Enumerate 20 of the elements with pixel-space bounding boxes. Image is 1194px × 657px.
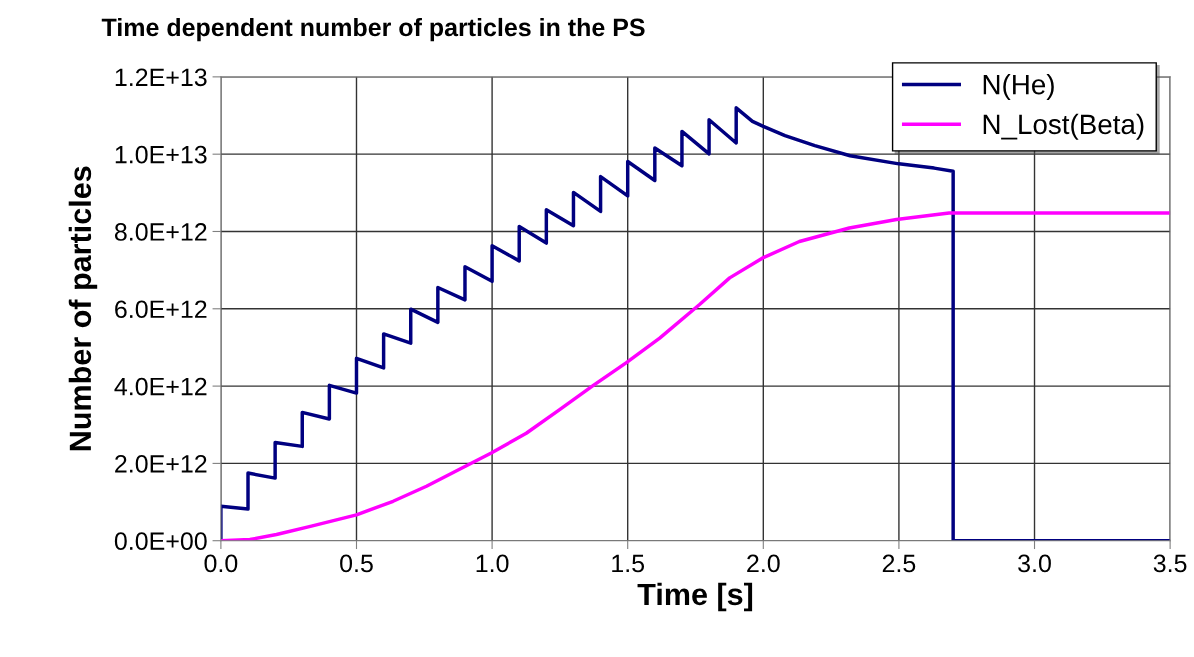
x-tick-label: 2.5: [882, 554, 916, 573]
x-tick-label: 2.0: [747, 554, 780, 573]
y-tick-label: 1.2E+13: [115, 68, 207, 87]
x-tick-label: 3.0: [1018, 554, 1051, 573]
chart-title: Time dependent number of particles in the PS: [101, 17, 645, 42]
legend-label: N_Lost(Beta): [983, 113, 1144, 140]
x-tick-label: 3.5: [1153, 554, 1187, 573]
y-tick-label: 6.0E+12: [115, 300, 207, 319]
x-tick-label: 0.5: [340, 554, 373, 573]
legend-label: N(He): [983, 74, 1054, 100]
y-axis-title: Number of particles: [68, 166, 98, 451]
x-tick-label: 0.0: [204, 554, 238, 573]
y-tick-label: 1.0E+13: [115, 145, 207, 164]
y-tick-label: 0.0E+00: [114, 532, 207, 551]
y-tick-label: 2.0E+12: [115, 455, 207, 473]
x-axis-title: Time [s]: [637, 582, 753, 612]
y-tick-label: 8.0E+12: [114, 223, 207, 241]
x-tick-label: 1.5: [612, 554, 645, 573]
x-tick-label: 1.0: [476, 554, 509, 573]
y-tick-label: 4.0E+12: [114, 377, 207, 396]
